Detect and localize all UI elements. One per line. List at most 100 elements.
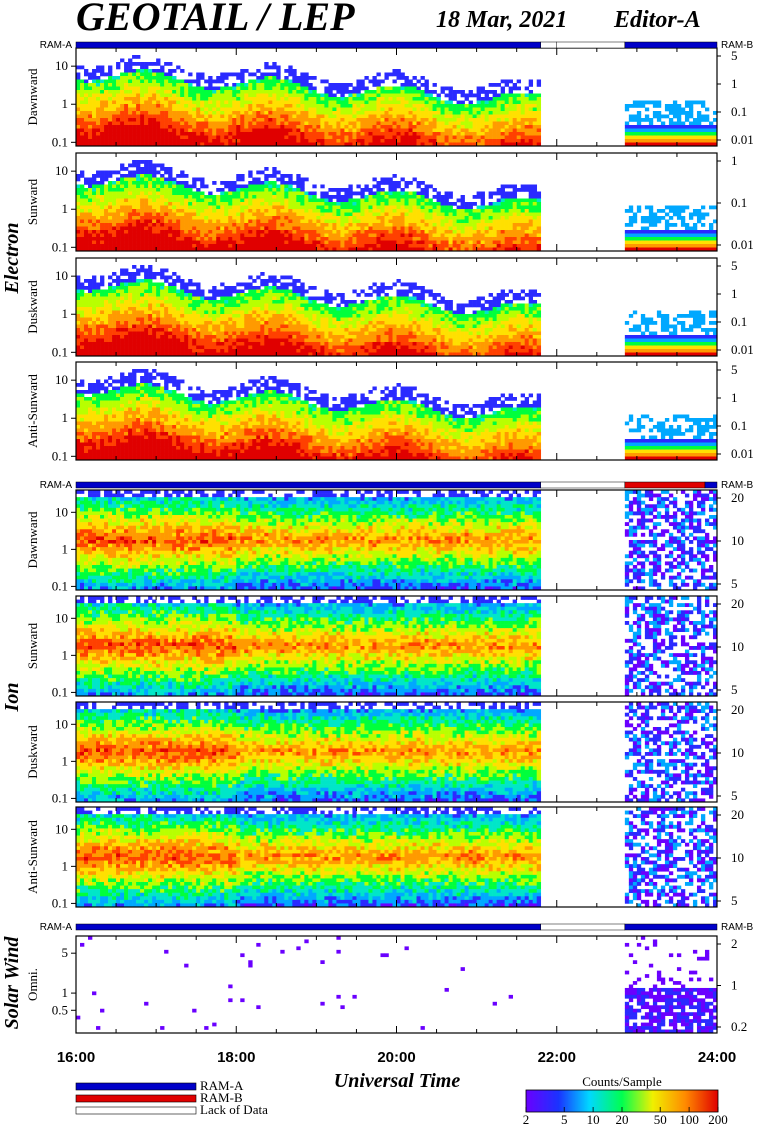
- spectrogram-cell: [100, 101, 104, 105]
- spectrogram-cell: [212, 230, 216, 234]
- spectrogram-cell: [188, 192, 192, 196]
- spectrogram-cell: [264, 73, 268, 77]
- spectrogram-cell: [429, 101, 433, 105]
- spectrogram-cell: [320, 139, 324, 143]
- spectrogram-cell: [152, 118, 156, 122]
- spectrogram-cell: [372, 132, 376, 136]
- spectrogram-cell: [292, 206, 296, 210]
- spectrogram-cell: [441, 118, 445, 122]
- spectrogram-cell: [180, 195, 184, 199]
- spectrogram-cell: [144, 234, 148, 238]
- spectrogram-cell: [256, 206, 260, 210]
- spectrogram-cell: [148, 230, 152, 234]
- spectrogram-cell: [120, 101, 124, 105]
- spectrogram-cell: [529, 206, 533, 210]
- spectrogram-cell: [457, 220, 461, 224]
- spectrogram-cell: [465, 220, 469, 224]
- spectrogram-cell: [401, 73, 405, 77]
- spectrogram-cell: [160, 206, 164, 210]
- spectrogram-cell: [477, 101, 481, 105]
- spectrogram-cell: [356, 234, 360, 238]
- spectrogram-cell: [168, 202, 172, 206]
- spectrogram-cell: [308, 125, 312, 129]
- spectrogram-cell: [84, 230, 88, 234]
- spectrogram-cell: [417, 97, 421, 101]
- spectrogram-cell: [140, 220, 144, 224]
- spectrogram-cell: [120, 237, 124, 241]
- spectrogram-cell: [120, 192, 124, 196]
- spectrogram-cell: [184, 227, 188, 231]
- spectrogram-cell: [405, 101, 409, 105]
- spectrogram-cell: [681, 139, 685, 143]
- spectrogram-cell: [276, 188, 280, 192]
- spectrogram-cell: [208, 101, 212, 105]
- spectrogram-cell: [489, 118, 493, 122]
- spectrogram-cell: [96, 97, 100, 101]
- spectrogram-cell: [180, 125, 184, 129]
- spectrogram-cell: [348, 234, 352, 238]
- spectrogram-cell: [529, 185, 533, 189]
- spectrogram-cell: [641, 104, 645, 108]
- spectrogram-cell: [304, 230, 308, 234]
- spectrogram-cell: [96, 101, 100, 105]
- spectrogram-cell: [152, 108, 156, 112]
- spectrogram-cell: [124, 108, 128, 112]
- spectrogram-cell: [272, 76, 276, 80]
- spectrogram-cell: [260, 171, 264, 175]
- spectrogram-cell: [196, 94, 200, 98]
- spectrogram-cell: [248, 185, 252, 189]
- spectrogram-cell: [392, 181, 396, 185]
- spectrogram-cell: [216, 132, 220, 136]
- spectrogram-cell: [296, 108, 300, 112]
- spectrogram-cell: [501, 129, 505, 133]
- spectrogram-cell: [112, 227, 116, 231]
- spectrogram-cell: [276, 171, 280, 175]
- spectrogram-cell: [124, 167, 128, 171]
- spectrogram-cell: [469, 241, 473, 245]
- spectrogram-cell: [220, 241, 224, 245]
- spectrogram-cell: [152, 87, 156, 91]
- spectrogram-cell: [409, 129, 413, 133]
- spectrogram-cell: [697, 216, 701, 220]
- spectrogram-cell: [116, 216, 120, 220]
- spectrogram-cell: [661, 115, 665, 119]
- spectrogram-cell: [380, 181, 384, 185]
- spectrogram-cell: [625, 223, 629, 227]
- spectrogram-cell: [248, 101, 252, 105]
- spectrogram-cell: [140, 227, 144, 231]
- spectrogram-cell: [236, 195, 240, 199]
- spectrogram-cell: [308, 118, 312, 122]
- spectrogram-cell: [461, 108, 465, 112]
- spectrogram-cell: [140, 122, 144, 126]
- spectrogram-cell: [521, 129, 525, 133]
- spectrogram-cell: [216, 206, 220, 210]
- spectrogram-cell: [489, 223, 493, 227]
- spectrogram-cell: [252, 73, 256, 77]
- spectrogram-cell: [260, 192, 264, 196]
- spectrogram-cell: [324, 202, 328, 206]
- spectrogram-cell: [401, 104, 405, 108]
- spectrogram-cell: [457, 118, 461, 122]
- spectrogram-cell: [344, 87, 348, 91]
- spectrogram-cell: [224, 73, 228, 77]
- spectrogram-cell: [232, 223, 236, 227]
- spectrogram-cell: [473, 223, 477, 227]
- spectrogram-cell: [397, 209, 401, 213]
- spectrogram-cell: [188, 129, 192, 133]
- spectrogram-cell: [180, 108, 184, 112]
- spectrogram-cell: [513, 111, 517, 115]
- spectrogram-cell: [376, 199, 380, 203]
- spectrogram-cell: [344, 122, 348, 126]
- spectrogram-cell: [172, 202, 176, 206]
- spectrogram-cell: [384, 122, 388, 126]
- spectrogram-cell: [292, 104, 296, 108]
- spectrogram-cell: [144, 164, 148, 168]
- spectrogram-cell: [272, 104, 276, 108]
- spectrogram-cell: [429, 206, 433, 210]
- spectrogram-cell: [493, 129, 497, 133]
- spectrogram-cell: [681, 129, 685, 133]
- spectrogram-cell: [152, 241, 156, 245]
- spectrogram-cell: [364, 195, 368, 199]
- spectrogram-cell: [160, 69, 164, 73]
- spectrogram-cell: [340, 129, 344, 133]
